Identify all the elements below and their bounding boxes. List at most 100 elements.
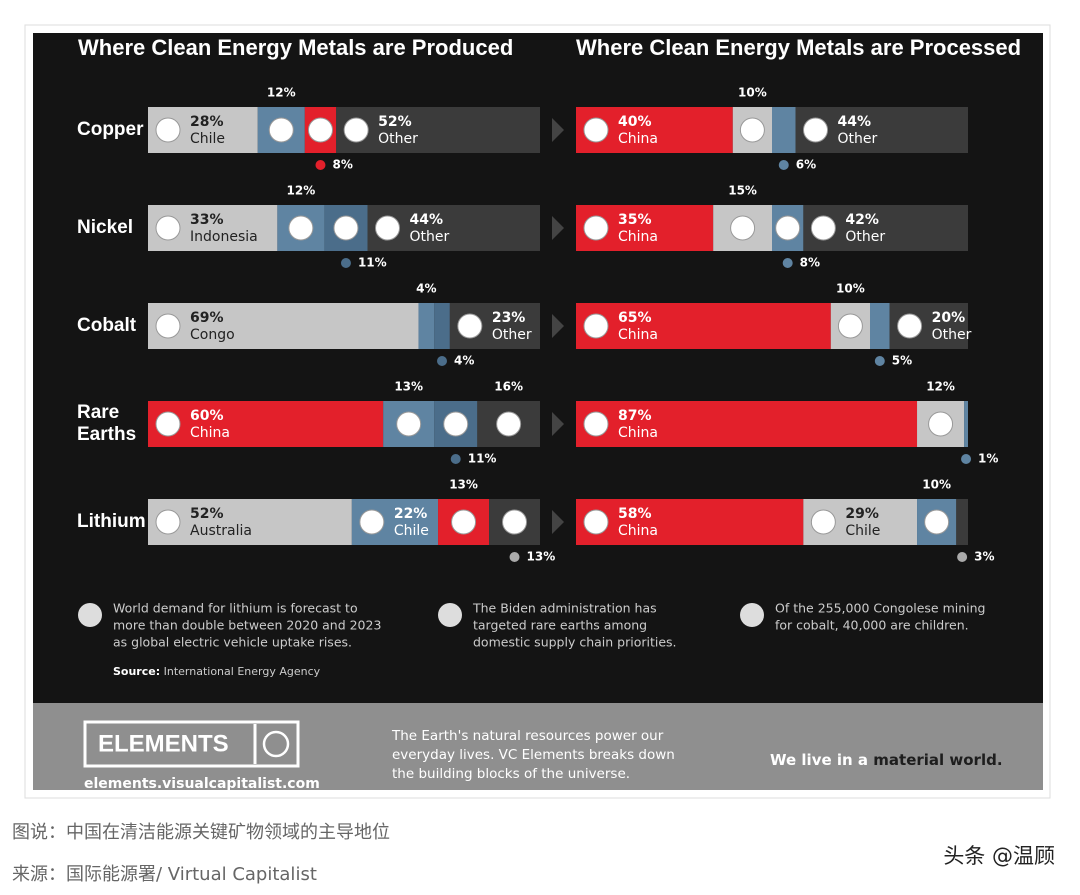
value-label: 13% <box>394 380 423 394</box>
value-label: 44% <box>410 212 444 228</box>
segment-name: China <box>618 131 658 147</box>
value-label: 10% <box>738 86 767 100</box>
label-dot <box>782 258 793 268</box>
note-line: as global electric vehicle uptake rises. <box>113 635 352 650</box>
flag-icon <box>583 313 609 339</box>
segment-name: Other <box>845 229 885 245</box>
flag-icon <box>375 215 401 241</box>
footer-url: elements.visualcapitalist.com <box>84 776 320 792</box>
note-line: Of the 255,000 Congolese mining <box>775 601 986 616</box>
logo-box <box>83 720 300 768</box>
segment-name: Other <box>838 131 878 147</box>
source: Source: International Energy Agency <box>113 665 321 678</box>
value-label: 5% <box>892 354 912 368</box>
source-label: Source: <box>113 665 160 678</box>
value-label: 44% <box>838 114 872 130</box>
caption: 图说：中国在清洁能源关键矿物领域的主导地位 <box>12 822 390 843</box>
value-label: 29% <box>845 506 879 522</box>
value-label: 4% <box>454 354 474 368</box>
value-label: 6% <box>796 158 816 172</box>
value-label: 16% <box>494 380 523 394</box>
bar-segment <box>772 107 796 153</box>
bar-segment <box>964 401 968 447</box>
flag-icon <box>155 117 181 143</box>
note-line: domestic supply chain priorities. <box>473 635 677 650</box>
flag-icon <box>451 509 477 535</box>
value-label: 12% <box>926 380 955 394</box>
flag-icon <box>810 215 836 241</box>
bar-segment <box>870 303 890 349</box>
value-label: 87% <box>618 408 652 424</box>
caption: 来源：国际能源署/ Virtual Capitalist <box>12 864 317 885</box>
label-dot <box>450 454 461 464</box>
segment-name: Other <box>410 229 450 245</box>
value-label: 23% <box>492 310 526 326</box>
flag-icon <box>359 509 385 535</box>
bar-segment <box>576 303 831 349</box>
arrow <box>552 216 564 240</box>
bar-segment <box>576 499 804 545</box>
category-label: Copper <box>77 119 144 140</box>
value-label: 52% <box>378 114 412 130</box>
value-label: 12% <box>267 86 296 100</box>
category-label: Cobalt <box>77 315 137 336</box>
segment-name: Other <box>932 327 972 343</box>
segment-name: Other <box>378 131 418 147</box>
segment-name: China <box>618 229 658 245</box>
footer-blurb: everyday lives. VC Elements breaks down <box>392 747 675 763</box>
value-label: 10% <box>922 478 951 492</box>
tagline-emphasis: material world. <box>873 751 1002 769</box>
flag-icon <box>730 215 756 241</box>
flag-icon <box>333 215 359 241</box>
note-icon <box>78 603 102 627</box>
segment-name: China <box>618 523 658 539</box>
arrow <box>552 412 564 436</box>
flag-icon <box>739 117 765 143</box>
value-label: 20% <box>932 310 966 326</box>
note-line: The Biden administration has <box>472 601 657 616</box>
flag-icon <box>928 411 954 437</box>
flag-icon <box>775 215 801 241</box>
flag-icon <box>155 411 181 437</box>
flag-icon <box>443 411 469 437</box>
flag-icon <box>837 313 863 339</box>
note-line: more than double between 2020 and 2023 <box>113 618 381 633</box>
category-label: Lithium <box>77 511 146 532</box>
segment-name: China <box>618 327 658 343</box>
value-label: 35% <box>618 212 652 228</box>
value-label: 65% <box>618 310 652 326</box>
value-label: 1% <box>978 452 998 466</box>
value-label: 60% <box>190 408 224 424</box>
note-icon <box>740 603 764 627</box>
chart-title: Where Clean Energy Metals are Produced <box>78 35 513 60</box>
segment-name: China <box>190 425 230 441</box>
arrow <box>552 510 564 534</box>
bar-segment <box>336 107 540 153</box>
segment-name: Other <box>492 327 532 343</box>
value-label: 33% <box>190 212 224 228</box>
note-line: targeted rare earths among <box>473 618 647 633</box>
label-dot <box>957 552 968 562</box>
bar-segment <box>148 401 384 447</box>
flag-icon <box>583 509 609 535</box>
footer-blurb: the building blocks of the universe. <box>392 766 630 782</box>
flag-icon <box>583 411 609 437</box>
bar-segment <box>576 401 918 447</box>
value-label: 40% <box>618 114 652 130</box>
chart-title: Where Clean Energy Metals are Processed <box>576 35 1021 60</box>
value-label: 58% <box>618 506 652 522</box>
value-label: 22% <box>394 506 428 522</box>
value-label: 11% <box>468 452 497 466</box>
logo-text: ELEMENTS <box>98 730 229 757</box>
value-label: 3% <box>974 550 994 564</box>
label-dot <box>961 454 972 464</box>
flag-icon <box>307 117 333 143</box>
category-label: Rare Earths <box>77 402 137 445</box>
flag-icon <box>583 215 609 241</box>
value-label: 13% <box>449 478 478 492</box>
bar-segment <box>418 303 435 349</box>
tagline-prefix: We live in a <box>770 751 868 769</box>
value-label: 13% <box>527 550 556 564</box>
